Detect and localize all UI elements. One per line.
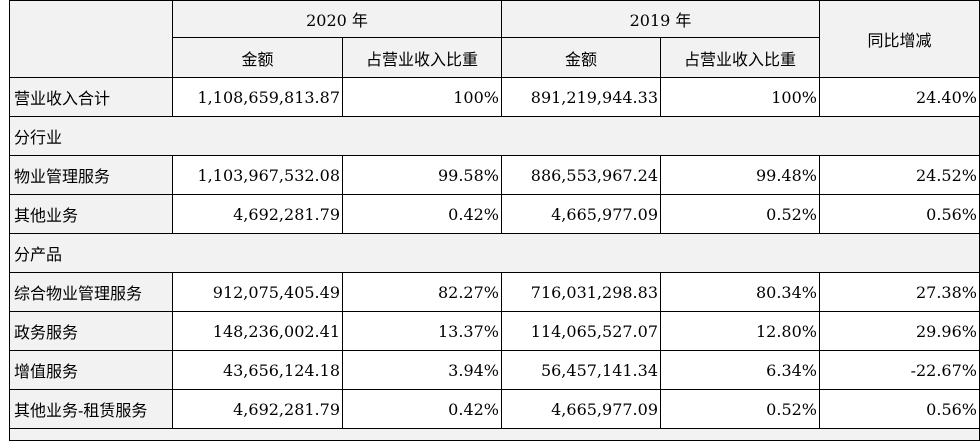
header-row-years: 2020 年 2019 年 同比增减 (9, 0, 980, 78)
table-row: 其他业务-租赁服务 4,692,281.79 0.42% 4,665,977.0… (9, 389, 980, 429)
yoy-change: 0.56% (819, 194, 980, 234)
table-row: 物业管理服务 1,103,967,532.08 99.58% 886,553,9… (9, 155, 980, 195)
row-label: 营业收入合计 (9, 77, 173, 117)
ratio-2019: 0.52% (660, 194, 820, 234)
section-label: 分产品 (9, 233, 980, 273)
ratio-2019: 80.34% (660, 272, 820, 312)
row-label: 其他业务-租赁服务 (9, 389, 173, 429)
yoy-change: 27.38% (819, 272, 980, 312)
row-label: 综合物业管理服务 (9, 272, 173, 312)
amount-2020: 1,103,967,532.08 (172, 155, 343, 195)
yoy-change: 24.52% (819, 155, 980, 195)
header-ratio-2020: 占营业收入比重 (342, 37, 502, 78)
header-yoy: 同比增减 (819, 0, 980, 78)
ratio-2020: 13.37% (342, 311, 502, 351)
yoy-change: 24.40% (819, 77, 980, 117)
ratio-2020: 3.94% (342, 350, 502, 390)
amount-2020: 1,108,659,813.87 (172, 77, 343, 117)
amount-2019: 56,457,141.34 (501, 350, 661, 390)
table-tail-cell (9, 428, 980, 441)
amount-2019: 4,665,977.09 (501, 389, 661, 429)
table-row: 营业收入合计 1,108,659,813.87 100% 891,219,944… (9, 77, 980, 117)
amount-2020: 148,236,002.41 (172, 311, 343, 351)
table-row: 其他业务 4,692,281.79 0.42% 4,665,977.09 0.5… (9, 194, 980, 234)
row-label: 其他业务 (9, 194, 173, 234)
amount-2019: 891,219,944.33 (501, 77, 661, 117)
ratio-2020: 99.58% (342, 155, 502, 195)
revenue-table: 2020 年 2019 年 同比增减 金额 占营业收入比重 金额 占营业收入比重… (9, 0, 980, 441)
ratio-2019: 12.80% (660, 311, 820, 351)
row-label: 物业管理服务 (9, 155, 173, 195)
ratio-2019: 6.34% (660, 350, 820, 390)
ratio-2020: 100% (342, 77, 502, 117)
table-row: 政务服务 148,236,002.41 13.37% 114,065,527.0… (9, 311, 980, 351)
yoy-change: 0.56% (819, 389, 980, 429)
header-row-metrics: 金额 占营业收入比重 金额 占营业收入比重 (10, 37, 980, 78)
header-year-2020: 2020 年 (172, 0, 502, 38)
amount-2020: 4,692,281.79 (172, 194, 343, 234)
table-row: 增值服务 43,656,124.18 3.94% 56,457,141.34 6… (9, 350, 980, 390)
header-amount-2019: 金额 (501, 37, 661, 78)
amount-2019: 114,065,527.07 (501, 311, 661, 351)
header-amount-2020: 金额 (172, 37, 343, 78)
amount-2019: 716,031,298.83 (501, 272, 661, 312)
table-tail-row (9, 428, 980, 441)
ratio-2019: 99.48% (660, 155, 820, 195)
ratio-2019: 100% (660, 77, 820, 117)
yoy-change: 29.96% (819, 311, 980, 351)
yoy-change: -22.67% (819, 350, 980, 390)
header-corner-cell (9, 0, 173, 78)
row-label: 政务服务 (9, 311, 173, 351)
header-ratio-2019: 占营业收入比重 (660, 37, 820, 78)
amount-2020: 912,075,405.49 (172, 272, 343, 312)
amount-2020: 43,656,124.18 (172, 350, 343, 390)
table-row: 综合物业管理服务 912,075,405.49 82.27% 716,031,2… (9, 272, 980, 312)
amount-2019: 886,553,967.24 (501, 155, 661, 195)
ratio-2020: 82.27% (342, 272, 502, 312)
header-year-2019: 2019 年 (501, 0, 820, 38)
ratio-2020: 0.42% (342, 194, 502, 234)
section-row: 分产品 (9, 233, 980, 273)
section-row: 分行业 (9, 116, 980, 156)
ratio-2019: 0.52% (660, 389, 820, 429)
amount-2020: 4,692,281.79 (172, 389, 343, 429)
ratio-2020: 0.42% (342, 389, 502, 429)
row-label: 增值服务 (9, 350, 173, 390)
section-label: 分行业 (9, 116, 980, 156)
amount-2019: 4,665,977.09 (501, 194, 661, 234)
